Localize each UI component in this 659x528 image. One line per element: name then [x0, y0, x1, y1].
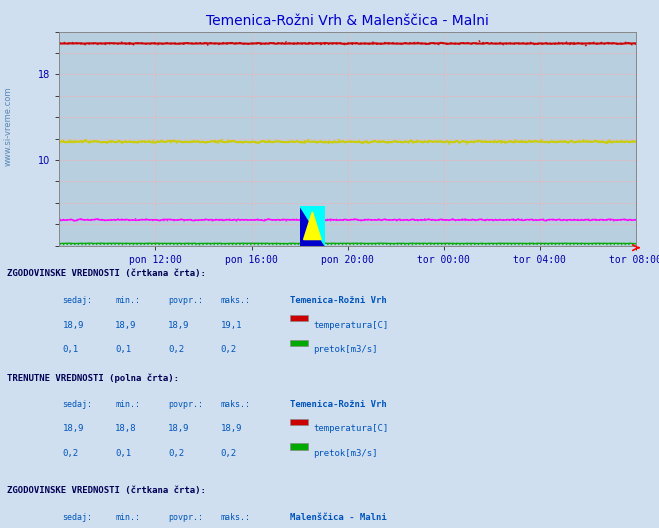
Text: 18,9: 18,9 [168, 320, 190, 329]
Bar [290, 340, 308, 346]
Text: pretok[m3/s]: pretok[m3/s] [313, 449, 378, 458]
Text: sedaj:: sedaj: [63, 400, 93, 409]
Text: 19,1: 19,1 [221, 320, 243, 329]
Text: 0,1: 0,1 [115, 449, 131, 458]
Text: sedaj:: sedaj: [63, 513, 93, 522]
Text: povpr.:: povpr.: [168, 513, 203, 522]
Text: maks.:: maks.: [221, 513, 251, 522]
Text: 18,9: 18,9 [221, 425, 243, 433]
Text: min.:: min.: [115, 296, 140, 305]
Text: 0,2: 0,2 [221, 345, 237, 354]
Text: maks.:: maks.: [221, 296, 251, 305]
Polygon shape [300, 206, 325, 246]
Text: 18,9: 18,9 [63, 320, 84, 329]
Text: povpr.:: povpr.: [168, 296, 203, 305]
Bar [290, 419, 308, 425]
Text: 18,9: 18,9 [115, 320, 137, 329]
Text: 0,2: 0,2 [63, 449, 78, 458]
Text: min.:: min.: [115, 400, 140, 409]
Text: 0,2: 0,2 [221, 449, 237, 458]
Text: TRENUTNE VREDNOSTI (polna črta):: TRENUTNE VREDNOSTI (polna črta): [7, 373, 179, 383]
Bar [290, 315, 308, 322]
Text: pretok[m3/s]: pretok[m3/s] [313, 345, 378, 354]
Text: temperatura[C]: temperatura[C] [313, 320, 388, 329]
Polygon shape [300, 206, 325, 246]
Title: Temenica-Rožni Vrh & Malenščica - Malni: Temenica-Rožni Vrh & Malenščica - Malni [206, 14, 489, 28]
Text: Malenščica - Malni: Malenščica - Malni [290, 513, 387, 522]
Text: sedaj:: sedaj: [63, 296, 93, 305]
Text: 18,9: 18,9 [63, 425, 84, 433]
Text: 0,1: 0,1 [115, 345, 131, 354]
Text: 0,2: 0,2 [168, 345, 184, 354]
Text: Temenica-Rožni Vrh: Temenica-Rožni Vrh [290, 296, 387, 305]
Text: 18,8: 18,8 [115, 425, 137, 433]
Text: min.:: min.: [115, 513, 140, 522]
Text: 18,9: 18,9 [168, 425, 190, 433]
Text: povpr.:: povpr.: [168, 400, 203, 409]
Bar [290, 444, 308, 450]
Text: 0,2: 0,2 [168, 449, 184, 458]
Polygon shape [304, 212, 321, 240]
Text: 0,1: 0,1 [63, 345, 78, 354]
Text: maks.:: maks.: [221, 400, 251, 409]
Text: ZGODOVINSKE VREDNOSTI (črtkana črta):: ZGODOVINSKE VREDNOSTI (črtkana črta): [7, 486, 206, 495]
Text: ZGODOVINSKE VREDNOSTI (črtkana črta):: ZGODOVINSKE VREDNOSTI (črtkana črta): [7, 269, 206, 278]
Text: www.si-vreme.com: www.si-vreme.com [3, 87, 13, 166]
Text: temperatura[C]: temperatura[C] [313, 425, 388, 433]
Text: Temenica-Rožni Vrh: Temenica-Rožni Vrh [290, 400, 387, 409]
